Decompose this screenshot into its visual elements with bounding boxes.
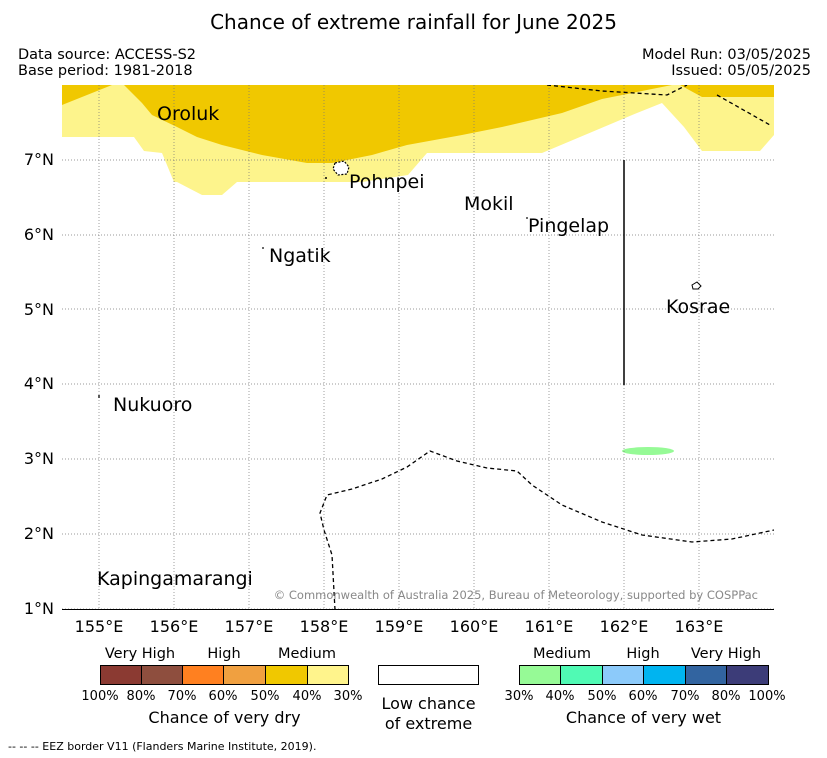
legend-dry-swatch xyxy=(141,665,183,685)
label-pingelap: Pingelap xyxy=(528,215,610,237)
y-tick-6n: 6°N xyxy=(23,225,54,244)
y-tick-2n: 2°N xyxy=(23,524,54,543)
chart-title: Chance of extreme rainfall for June 2025 xyxy=(210,10,617,34)
map-frame xyxy=(62,85,774,610)
legend-dry-pct: 80% xyxy=(126,689,156,704)
base-period: Base period: 1981-2018 xyxy=(18,63,193,79)
legend-dry-pct: 70% xyxy=(167,689,197,704)
wet-medium-patch xyxy=(622,447,674,455)
label-oroluk: Oroluk xyxy=(157,103,220,125)
x-tick-156e: 156°E xyxy=(149,617,199,636)
pingelap-dot xyxy=(526,217,528,219)
x-tick-161e: 161°E xyxy=(524,617,574,636)
legend-dry-pct: 50% xyxy=(250,689,280,704)
legend-dry-swatch xyxy=(265,665,308,685)
legend-dry-swatch xyxy=(223,665,266,685)
legend-low-swatch xyxy=(378,665,479,685)
legend-dry-swatch xyxy=(182,665,224,685)
issued-date: Issued: 05/05/2025 xyxy=(671,63,811,79)
label-mokil: Mokil xyxy=(464,193,514,215)
x-tick-158e: 158°E xyxy=(299,617,349,636)
label-kapingamarangi: Kapingamarangi xyxy=(97,568,253,590)
legend-dry-pct: 40% xyxy=(292,689,322,704)
legend-dry-swatch xyxy=(100,665,142,685)
legend-dry-swatch xyxy=(307,665,349,685)
legend-dry-medium: Medium xyxy=(278,646,336,662)
legend-wet-pct: 30% xyxy=(504,689,534,704)
island-dot xyxy=(325,177,327,179)
legend-wet-pct: 80% xyxy=(711,689,741,704)
eez-borders xyxy=(319,85,774,610)
legend-wet-pct: 70% xyxy=(670,689,700,704)
map-canvas xyxy=(62,85,774,610)
x-tick-159e: 159°E xyxy=(374,617,424,636)
y-tick-1n: 1°N xyxy=(23,599,54,618)
eez-footnote: -- -- -- EEZ border V11 (Flanders Marine… xyxy=(8,740,317,753)
data-source: Data source: ACCESS-S2 xyxy=(18,47,197,63)
x-tick-163e: 163°E xyxy=(674,617,724,636)
map-panel: Oroluk Pohnpei Mokil Pingelap Ngatik Kos… xyxy=(62,85,774,610)
legend-dry-caption: Chance of very dry xyxy=(148,708,301,727)
x-tick-162e: 162°E xyxy=(599,617,649,636)
legend-wet-high: High xyxy=(626,646,660,662)
x-tick-160e: 160°E xyxy=(449,617,499,636)
legend-wet-pct: 60% xyxy=(628,689,658,704)
legend-wet-veryhigh: Very High xyxy=(690,646,762,662)
label-kosrae: Kosrae xyxy=(666,296,731,318)
y-tick-7n: 7°N xyxy=(23,150,54,169)
legend-wet-swatch xyxy=(643,665,686,685)
label-ngatik: Ngatik xyxy=(269,245,331,267)
legend-wet-caption: Chance of very wet xyxy=(565,708,722,727)
legend-low-caption-1: Low chance xyxy=(381,694,476,713)
x-tick-157e: 157°E xyxy=(224,617,274,636)
y-tick-5n: 5°N xyxy=(23,300,54,319)
dry-medium-region xyxy=(62,85,774,163)
legend-wet-medium: Medium xyxy=(533,646,591,662)
legend-wet-swatch xyxy=(726,665,769,685)
label-pohnpei: Pohnpei xyxy=(349,171,425,193)
legend-wet-pct: 100% xyxy=(748,689,786,704)
legend-low-caption-2: of extreme xyxy=(384,714,473,733)
y-tick-4n: 4°N xyxy=(23,374,54,393)
legend-wet-pct: 40% xyxy=(545,689,575,704)
legend-wet-swatch xyxy=(685,665,727,685)
pohnpei-island xyxy=(332,160,350,176)
copyright-notice: © Commonwealth of Australia 2025, Bureau… xyxy=(273,588,758,602)
legend-wet-swatch xyxy=(560,665,603,685)
legend-dry-pct: 100% xyxy=(81,689,119,704)
legend-dry-high: High xyxy=(207,646,241,662)
legend-dry-veryhigh: Very High xyxy=(104,646,176,662)
legend-dry-pct: 30% xyxy=(333,689,363,704)
label-nukuoro: Nukuoro xyxy=(113,394,193,416)
ngatik-dot xyxy=(262,247,264,249)
y-tick-3n: 3°N xyxy=(23,449,54,468)
legend-wet-swatch xyxy=(519,665,561,685)
legend-wet-pct: 50% xyxy=(587,689,617,704)
legend-wet-swatch xyxy=(602,665,644,685)
kosrae-island xyxy=(691,281,702,290)
model-run: Model Run: 03/05/2025 xyxy=(641,47,811,63)
x-tick-155e: 155°E xyxy=(74,617,124,636)
legend-dry-pct: 60% xyxy=(208,689,238,704)
